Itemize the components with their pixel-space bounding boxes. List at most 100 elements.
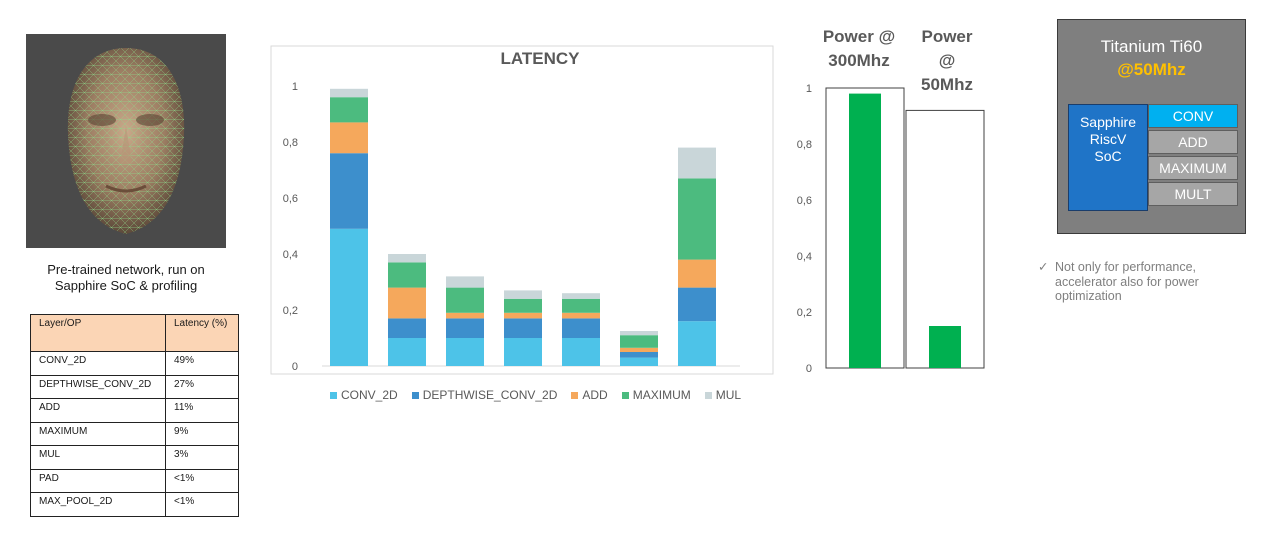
y-tick-label: 0,8: [797, 139, 812, 151]
accelerator-add: ADD: [1148, 130, 1238, 154]
titanium-frequency: @50Mhz: [1117, 60, 1186, 79]
power-label: 300Mhz: [828, 51, 889, 70]
legend-swatch: [621, 391, 629, 399]
check-icon: ✓: [1038, 260, 1049, 274]
column-header-latency: Latency (%): [165, 314, 239, 352]
accelerator-mult: MULT: [1148, 182, 1238, 206]
bar-segment: [504, 312, 542, 319]
legend-item-add: ADD: [571, 388, 608, 402]
table-row: MAX_POOL_2D <1%: [30, 492, 239, 517]
power-chart: 0 0,2 0,4 0,6 0,8 1 Power @ 300Mhz Power @50Mhz: [797, 27, 985, 375]
table-row: MUL 3%: [30, 445, 239, 470]
bar-segment: [446, 276, 484, 288]
latency-cell: 11%: [165, 398, 239, 423]
layer-cell: CONV_2D: [30, 351, 166, 376]
bar-segment: [562, 293, 600, 299]
legend-label: CONV_2D: [341, 388, 398, 402]
note-text: Not only for performance, accelerator al…: [1055, 260, 1199, 303]
y-tick-label: 1: [292, 81, 298, 93]
bar-segment: [504, 290, 542, 299]
legend-item-mul: MUL: [704, 388, 742, 402]
bar-segment: [620, 352, 658, 358]
bar-segment: [620, 335, 658, 348]
power-note: ✓ Not only for performance, accelerator …: [1038, 260, 1248, 304]
bar-segment: [504, 318, 542, 338]
bar-segment: [562, 318, 600, 338]
bar-segment: [388, 318, 426, 338]
layer-cell: DEPTHWISE_CONV_2D: [30, 374, 166, 399]
y-tick-label: 0: [292, 361, 298, 373]
bar-segment: [388, 262, 426, 288]
bar-segment: [678, 321, 716, 366]
face-mesh-image: [26, 34, 226, 248]
latency-cell: <1%: [165, 468, 239, 493]
soc-label-line: SoC: [1094, 148, 1122, 164]
bar-segment: [562, 298, 600, 313]
bar-segment: [620, 357, 658, 366]
bar-segment: [562, 312, 600, 319]
y-tick-label: 0,2: [797, 307, 812, 319]
legend-label: MAXIMUM: [632, 388, 691, 402]
bar-segment: [678, 178, 716, 260]
titanium-block: Titanium Ti60 @50Mhz Sapphire RiscV SoC …: [1057, 19, 1246, 234]
bar-segment: [504, 338, 542, 366]
bar-segment: [330, 228, 368, 366]
bar-segment: [446, 338, 484, 366]
y-tick-label: 0: [806, 363, 812, 375]
power-bar: [849, 93, 881, 368]
table-row: CONV_2D 49%: [30, 351, 239, 376]
bar-segment: [620, 331, 658, 336]
bar-segment: [678, 259, 716, 288]
layer-cell: MAXIMUM: [30, 421, 166, 446]
chart-frame: [270, 45, 774, 375]
bar-segment: [330, 88, 368, 98]
legend-swatch: [704, 391, 712, 399]
bar-segment: [446, 318, 484, 338]
power-label: Power: [921, 27, 972, 46]
bar-segment: [678, 147, 716, 179]
y-tick-label: 0,6: [283, 193, 298, 205]
bar-segment: [388, 254, 426, 263]
bar-segment: [678, 287, 716, 322]
legend-swatch: [330, 391, 337, 399]
legend-item-conv2d: CONV_2D: [330, 388, 398, 402]
y-tick-label: 0,2: [283, 305, 298, 317]
legend-label: MUL: [715, 388, 742, 402]
y-tick-label: 0,6: [797, 195, 812, 207]
power-label: Power @: [823, 27, 895, 46]
y-tick-label: 0,8: [283, 137, 298, 149]
latency-chart: LATENCY 0 0,2 0,4 0,6 0,8 1: [270, 45, 774, 375]
legend-swatch: [571, 391, 579, 399]
legend-item-depthwise: DEPTHWISE_CONV_2D: [411, 388, 558, 402]
latency-cell: <1%: [165, 492, 239, 517]
chart-title: LATENCY: [500, 49, 580, 68]
latency-cell: 49%: [165, 351, 239, 376]
bar-segment: [388, 338, 426, 366]
column-header-layer: Layer/OP: [30, 314, 166, 352]
layer-cell: MUL: [30, 445, 166, 470]
latency-cell: 27%: [165, 374, 239, 399]
bar-segment: [504, 298, 542, 313]
table-row: ADD 11%: [30, 398, 239, 423]
layer-cell: PAD: [30, 468, 166, 493]
bar-segment: [330, 97, 368, 123]
table-row: DEPTHWISE_CONV_2D 27%: [30, 374, 239, 399]
power-bar: [929, 326, 961, 368]
legend-item-maximum: MAXIMUM: [621, 388, 691, 402]
sapphire-soc-block: Sapphire RiscV SoC: [1068, 104, 1148, 211]
layer-cell: MAX_POOL_2D: [30, 492, 166, 517]
soc-label-line: RiscV: [1089, 131, 1127, 147]
accelerator-conv: CONV: [1148, 104, 1238, 128]
titanium-title: Titanium Ti60: [1100, 37, 1203, 56]
legend-label: DEPTHWISE_CONV_2D: [422, 388, 558, 402]
table-row: PAD <1%: [30, 468, 239, 493]
bar-segment: [446, 312, 484, 319]
bar-segment: [620, 347, 658, 352]
latency-legend: CONV_2D DEPTHWISE_CONV_2D ADD MAXIMUM MU…: [330, 388, 741, 402]
latency-cell: 3%: [165, 445, 239, 470]
y-tick-label: 0,4: [797, 251, 812, 263]
soc-label-line: Sapphire: [1079, 114, 1137, 130]
legend-label: ADD: [582, 388, 608, 402]
y-tick-label: 0,4: [283, 249, 298, 261]
table-row: MAXIMUM 9%: [30, 421, 239, 446]
